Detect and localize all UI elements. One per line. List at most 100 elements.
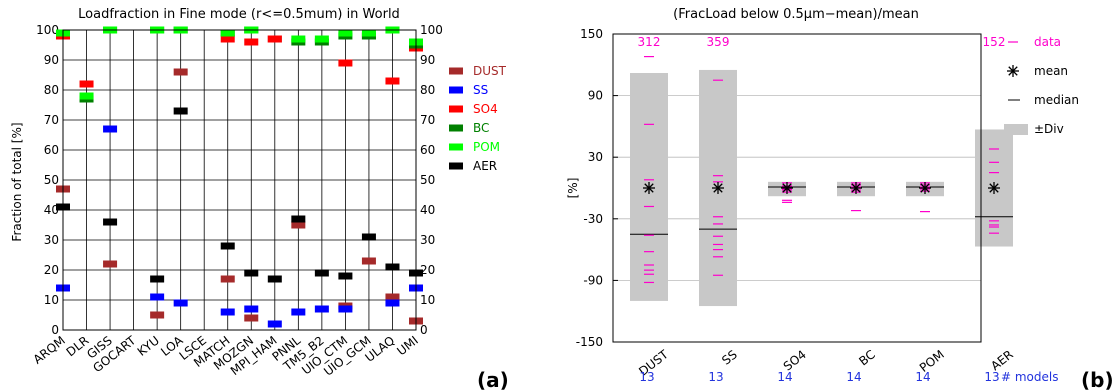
legend-mean-symbol bbox=[1008, 66, 1018, 76]
panel-a-legend-swatch bbox=[449, 143, 463, 151]
panel-a-mark-aer bbox=[267, 275, 282, 283]
legend-label-mean: mean bbox=[1034, 64, 1068, 78]
panel-b-box-so4 bbox=[768, 181, 806, 203]
panel-a-mark-aer bbox=[173, 107, 188, 115]
panel-a-legend-label: DUST bbox=[473, 64, 507, 78]
panel-a-legend-label: SS bbox=[473, 83, 488, 97]
panel-a-x-tick-label: ARQM bbox=[31, 333, 68, 366]
panel-a-legend-label: POM bbox=[473, 140, 500, 154]
panel-a-left-tick-label: 40 bbox=[44, 203, 59, 217]
panel-a-mark-so4 bbox=[220, 35, 235, 43]
panel-b-y-tick-label: 30 bbox=[588, 150, 603, 164]
panel-b-box-dust: 312 bbox=[630, 35, 668, 301]
panel-a-legend: DUST SS SO4 BC POM AER bbox=[449, 64, 507, 173]
mean-star-stroke bbox=[713, 183, 723, 193]
panel-a-mark-dust bbox=[220, 275, 235, 283]
panel-a-mark-ss bbox=[220, 308, 235, 316]
panel-a-mark-aer bbox=[338, 272, 353, 280]
panel-a-title: Loadfraction in Fine mode (r<=0.5mum) in… bbox=[78, 7, 400, 22]
panel-a-legend-label: AER bbox=[473, 159, 497, 173]
panel-b-y-tick-label: 90 bbox=[588, 89, 603, 103]
panel-a-mark-aer bbox=[244, 269, 259, 277]
max-value-label: 312 bbox=[638, 35, 661, 49]
panel-b-box-ss: 359 bbox=[699, 35, 737, 307]
panel-a-mark-aer bbox=[103, 218, 118, 226]
panel-a-mark-aer bbox=[291, 215, 306, 223]
panel-a-label: (a) bbox=[477, 368, 509, 390]
panel-a-left-tick-label: 80 bbox=[44, 83, 59, 97]
panel-b-title: (FracLoad below 0.5µm−mean)/mean bbox=[673, 7, 919, 22]
panel-a-mark-dust bbox=[150, 311, 165, 319]
max-value-label: 359 bbox=[707, 35, 730, 49]
panel-a-mark-dust bbox=[361, 257, 376, 265]
panel-b-boxes: 312 359 152 bbox=[630, 35, 1013, 307]
panel-a-legend-label: SO4 bbox=[473, 102, 498, 116]
mean-star-stroke bbox=[920, 183, 930, 193]
panel-a-right-tick-label: 40 bbox=[420, 203, 435, 217]
max-value-label: 152 bbox=[983, 35, 1006, 49]
panel-a-x-tick-labels: ARQMDLRGISSGOCARTKYULOALSCEMATCHMOZGNMPI… bbox=[31, 333, 421, 379]
panel-b-x-tick-label: SS bbox=[719, 347, 740, 367]
panel-a-mark-aer bbox=[150, 275, 165, 283]
mean-star-stroke bbox=[782, 183, 792, 193]
panel-a-legend-swatch bbox=[449, 105, 463, 113]
panel-a-mark-dust bbox=[103, 260, 118, 268]
panel-a-left-tick-label: 60 bbox=[44, 143, 59, 157]
panel-a-left-tick-label: 50 bbox=[44, 173, 59, 187]
panel-a-mark-so4 bbox=[338, 59, 353, 67]
panel-a-mark-pom bbox=[314, 35, 329, 43]
panel-a-mark-ss bbox=[103, 125, 118, 133]
panel-a-left-tick-label: 100 bbox=[36, 23, 59, 37]
panel-b-model-count: 14 bbox=[846, 370, 861, 384]
panel-a-mark-ss bbox=[173, 299, 188, 307]
panel-a-mark-ss bbox=[150, 293, 165, 301]
panel-a-left-tick-label: 10 bbox=[44, 293, 59, 307]
panel-a-right-tick-label: 90 bbox=[420, 53, 435, 67]
panel-a-right-tick-label: 0 bbox=[420, 323, 428, 337]
panel-a-marks bbox=[56, 26, 423, 328]
panel-a-x-tick-label: KYU bbox=[135, 333, 162, 359]
panel-b-y-ticks: -150 -90 -30 30 90 150 bbox=[576, 27, 618, 349]
panel-a-right-tick-label: 80 bbox=[420, 83, 435, 97]
panel-a-left-tick-label: 20 bbox=[44, 263, 59, 277]
panel-b-model-count: 13 bbox=[708, 370, 723, 384]
panel-b-box-pom bbox=[906, 181, 944, 213]
panel-a-legend-swatch bbox=[449, 67, 463, 75]
panel-a-mark-pom bbox=[338, 29, 353, 37]
panel-b-legend: data mean median ±Div bbox=[1004, 35, 1079, 136]
panel-a-mark-so4 bbox=[267, 35, 282, 43]
panel-b-box-bc bbox=[837, 181, 875, 212]
panel-b-gridlines bbox=[613, 95, 981, 281]
mean-star-stroke bbox=[644, 183, 654, 193]
panel-a-right-tick-label: 20 bbox=[420, 263, 435, 277]
panel-a-mark-ss bbox=[244, 305, 259, 313]
panel-a-mark-ss bbox=[267, 320, 282, 328]
panel-b-models-label: # models bbox=[1001, 370, 1059, 384]
panel-a-mark-ss bbox=[338, 305, 353, 313]
panel-b-y-tick-label: -30 bbox=[583, 212, 603, 226]
panel-a-mark-pom bbox=[361, 29, 376, 37]
panel-a-mark-dust bbox=[385, 293, 400, 301]
panel-a-mark-so4 bbox=[385, 77, 400, 85]
legend-div-symbol bbox=[1004, 124, 1028, 135]
panel-a-mark-aer bbox=[361, 233, 376, 241]
panel-a-left-tick-label: 70 bbox=[44, 113, 59, 127]
panel-b-x-tick-label: BC bbox=[856, 347, 878, 368]
panel-a-gridlines bbox=[62, 29, 417, 331]
panel-a-legend-swatch bbox=[449, 124, 463, 132]
panel-a-mark-aer bbox=[220, 242, 235, 250]
panel-a-mark-dust bbox=[291, 221, 306, 229]
panel-b-y-tick-label: -90 bbox=[583, 273, 603, 287]
panel-a-legend-label: BC bbox=[473, 121, 489, 135]
panel-b: (FracLoad below 0.5µm−mean)/mean [%] 312… bbox=[566, 7, 1114, 390]
panel-a: Loadfraction in Fine mode (r<=0.5mum) in… bbox=[10, 7, 509, 390]
panel-b-y-tick-label: -150 bbox=[576, 335, 603, 349]
panel-a-left-tick-label: 90 bbox=[44, 53, 59, 67]
panel-b-model-count: 13 bbox=[984, 370, 999, 384]
panel-a-y-ticks: 0 0 10 10 20 20 30 30 40 40 50 50 60 60 70 70 80 80 90 90 10… bbox=[36, 23, 443, 337]
panel-b-plot-frame bbox=[612, 33, 982, 343]
panel-a-mark-dust bbox=[173, 68, 188, 76]
legend-label-median: median bbox=[1034, 93, 1079, 107]
panel-a-left-tick-label: 0 bbox=[51, 323, 59, 337]
